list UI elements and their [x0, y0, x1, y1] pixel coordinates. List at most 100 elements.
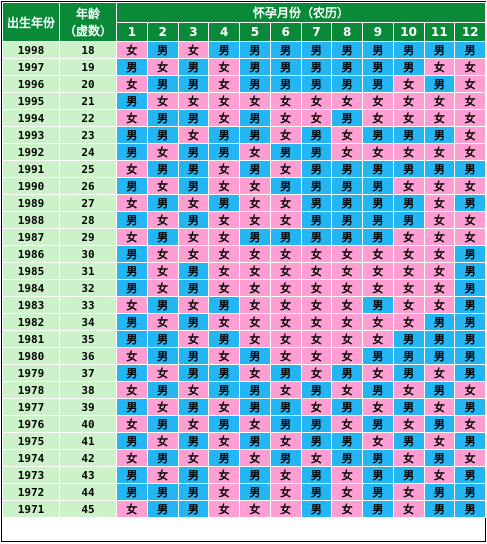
gender-cell: 男	[146, 330, 179, 348]
gender-cell: 女	[454, 126, 487, 144]
gender-cell: 男	[177, 75, 210, 93]
gender-cell: 男	[146, 296, 179, 314]
gender-cell: 男	[392, 432, 425, 450]
gender-cell: 男	[423, 126, 456, 144]
gender-cell: 男	[239, 126, 271, 144]
gender-cell: 男	[269, 58, 302, 76]
gender-cell: 女	[423, 432, 456, 450]
gender-cell: 男	[362, 228, 394, 246]
gender-cell: 男	[331, 364, 363, 382]
gender-cell: 女	[116, 160, 148, 178]
gender-cell: 男	[331, 194, 363, 212]
gender-cell: 女	[146, 279, 179, 297]
gender-cell: 男	[362, 160, 394, 178]
gender-cell: 男	[239, 41, 271, 59]
table-row: 1982 34 男女男女女女女女女女男男	[2, 313, 487, 331]
gender-cell: 男	[454, 466, 487, 484]
gender-cell: 男	[177, 347, 210, 365]
gender-cell: 女	[392, 262, 425, 280]
gender-cell: 女	[239, 449, 271, 467]
birth-year-cell: 1993	[2, 126, 60, 144]
gender-cell: 男	[239, 347, 271, 365]
table-row: 1992 24 男女男男女男男女女女女女	[2, 143, 487, 161]
gender-cell: 女	[392, 75, 425, 93]
birth-year-cell: 1998	[2, 41, 60, 59]
gender-cell: 男	[392, 330, 425, 348]
gender-cell: 女	[208, 347, 240, 365]
gender-cell: 男	[269, 398, 302, 416]
gender-cell: 男	[269, 41, 302, 59]
gender-cell: 男	[269, 415, 302, 433]
gender-cell: 女	[208, 466, 240, 484]
gender-cell: 男	[331, 41, 363, 59]
gender-cell: 女	[392, 143, 425, 161]
gender-cell: 男	[146, 126, 179, 144]
gender-cell: 男	[300, 160, 333, 178]
gender-cell: 女	[269, 330, 302, 348]
birth-year-cell: 1983	[2, 296, 60, 314]
gender-cell: 男	[331, 75, 363, 93]
gender-cell: 男	[392, 160, 425, 178]
gender-cell: 男	[300, 41, 333, 59]
gender-cell: 女	[239, 92, 271, 110]
gender-cell: 女	[454, 211, 487, 229]
age-cell: 25	[59, 160, 117, 178]
gender-cell: 女	[239, 194, 271, 212]
gender-cell: 女	[269, 296, 302, 314]
age-cell: 26	[59, 177, 117, 195]
gender-cell: 男	[300, 126, 333, 144]
gender-cell: 男	[116, 211, 148, 229]
gender-cell: 男	[454, 279, 487, 297]
gender-cell: 女	[116, 109, 148, 127]
gender-cell: 男	[269, 143, 302, 161]
gender-cell: 男	[116, 262, 148, 280]
gender-cell: 男	[362, 41, 394, 59]
gender-cell: 女	[331, 330, 363, 348]
gender-cell: 男	[177, 500, 210, 518]
birth-year-cell: 1995	[2, 92, 60, 110]
gender-cell: 女	[300, 449, 333, 467]
gender-cell: 女	[177, 194, 210, 212]
table-row: 1975 41 男女男女男女男男女男女男	[2, 432, 487, 450]
gender-cell: 女	[362, 143, 394, 161]
gender-cell: 男	[331, 58, 363, 76]
gender-cell: 女	[146, 262, 179, 280]
gender-cell: 女	[177, 330, 210, 348]
gender-cell: 女	[331, 483, 363, 501]
month-4-header: 4	[208, 22, 240, 42]
gender-cell: 男	[146, 228, 179, 246]
gender-cell: 女	[392, 177, 425, 195]
gender-cell: 男	[362, 449, 394, 467]
table-row: 1993 23 男男女男男女男女男男男女	[2, 126, 487, 144]
table-row: 1990 26 男女男女女男男男男女女女	[2, 177, 487, 195]
gender-cell: 男	[300, 483, 333, 501]
age-cell: 23	[59, 126, 117, 144]
age-cell: 18	[59, 41, 117, 59]
gender-cell: 女	[300, 330, 333, 348]
gender-cell: 女	[300, 262, 333, 280]
gender-cell: 男	[423, 160, 456, 178]
gender-cell: 女	[300, 364, 333, 382]
birth-year-cell: 1986	[2, 245, 60, 263]
gender-cell: 男	[146, 381, 179, 399]
gender-cell: 男	[146, 449, 179, 467]
gender-cell: 女	[269, 279, 302, 297]
gender-cell: 男	[177, 160, 210, 178]
gender-cell: 男	[454, 398, 487, 416]
table-row: 1998 18 女男女男男男男男男男男男	[2, 41, 487, 59]
gender-cell: 男	[300, 211, 333, 229]
gender-cell: 男	[392, 364, 425, 382]
gender-cell: 女	[269, 245, 302, 263]
gender-cell: 男	[362, 126, 394, 144]
gender-cell: 女	[423, 398, 456, 416]
gender-cell: 女	[331, 347, 363, 365]
gender-cell: 男	[177, 466, 210, 484]
age-cell: 34	[59, 313, 117, 331]
birth-year-cell: 1971	[2, 500, 60, 518]
gender-cell: 女	[423, 109, 456, 127]
gender-cell: 男	[177, 177, 210, 195]
gender-cell: 男	[362, 75, 394, 93]
age-cell: 24	[59, 143, 117, 161]
birth-year-cell: 1984	[2, 279, 60, 297]
gender-cell: 男	[454, 296, 487, 314]
